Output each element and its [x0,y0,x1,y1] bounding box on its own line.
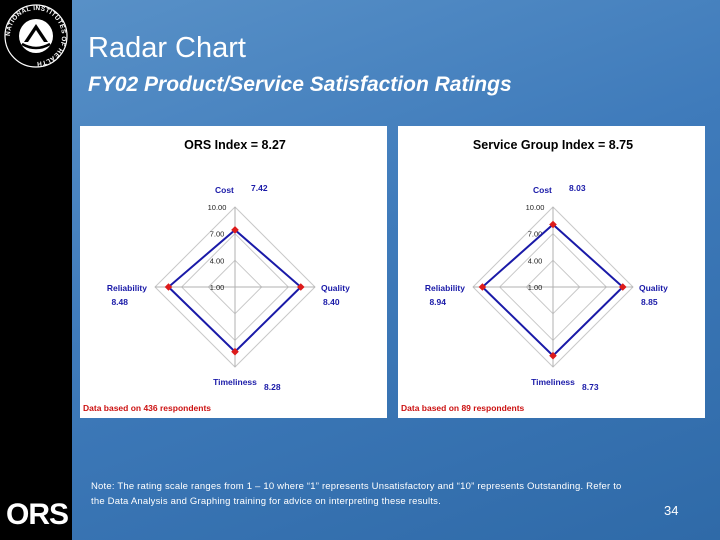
axis-label-quality: Quality [639,283,668,293]
chart-footnote: Data based on 89 respondents [401,403,525,413]
value-label-cost: 8.03 [569,183,586,193]
value-label-reliability: 8.94 [429,297,446,307]
tick-label-1: 4.00 [210,256,225,265]
radar-chart-service-group: Service Group Index = 8.75 1.00 4.00 7.00 10… [398,126,705,418]
data-point-timeliness [231,347,239,356]
tick-label-1: 4.00 [528,256,543,265]
tick-label-3: 10.00 [526,203,545,212]
tick-label-3: 10.00 [208,203,227,212]
radar-chart-ors-svg: ORS Index = 8.27 1.00 4.00 7.00 10.00 Cost 7.4… [83,138,350,413]
data-point-quality [618,283,627,291]
page-subtitle: FY02 Product/Service Satisfaction Rating… [88,73,512,96]
value-label-cost: 7.42 [251,183,268,193]
axis-label-cost: Cost [215,185,234,195]
nih-logo: NATIONAL INSTITUTES OF HEALTH [4,4,68,68]
tick-label-0: 1.00 [528,283,543,292]
chart-title: Service Group Index = 8.75 [473,138,633,152]
page-title: Radar Chart [88,32,246,64]
axis-label-timeliness: Timeliness [213,377,257,387]
axis-label-reliability: Reliability [425,283,465,293]
sidebar: NATIONAL INSTITUTES OF HEALTH ORS [0,0,72,540]
axis-label-timeliness: Timeliness [531,377,575,387]
radar-chart-ors: ORS Index = 8.27 1.00 4.00 7.00 10.00 Cost 7.4… [80,126,387,418]
page-number: 34 [664,503,679,518]
axis-label-reliability: Reliability [107,283,147,293]
data-point-reliability [164,283,173,291]
value-label-quality: 8.40 [323,297,340,307]
tick-label-2: 7.00 [528,230,543,239]
value-label-quality: 8.85 [641,297,658,307]
ors-logo: ORS [6,498,69,531]
tick-label-2: 7.00 [210,230,225,239]
radar-chart-service-group-svg: Service Group Index = 8.75 1.00 4.00 7.00 10… [401,138,668,413]
tick-label-0: 1.00 [210,283,225,292]
data-point-quality [296,283,305,291]
value-label-timeliness: 8.73 [582,382,599,392]
footnote-note: Note: The rating scale ranges from 1 – 1… [91,481,622,507]
chart-footnote: Data based on 436 respondents [83,403,211,413]
value-label-timeliness: 8.28 [264,382,281,392]
value-label-reliability: 8.48 [111,297,128,307]
chart-title: ORS Index = 8.27 [184,138,286,152]
axis-label-quality: Quality [321,283,350,293]
axis-label-cost: Cost [533,185,552,195]
